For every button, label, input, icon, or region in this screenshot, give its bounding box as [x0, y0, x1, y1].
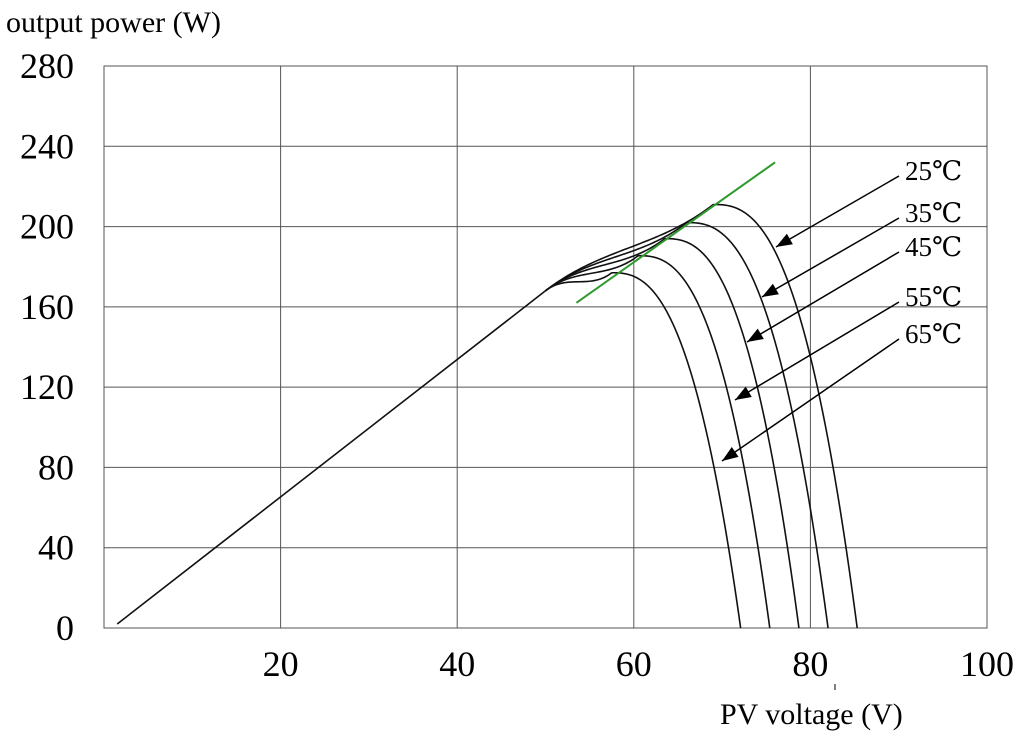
grid	[104, 66, 987, 628]
curve-label: 25℃	[905, 156, 962, 186]
x-tick-label: 80	[792, 644, 828, 684]
y-tick-label: 80	[38, 447, 74, 487]
y-axis-label: output power (W)	[6, 6, 221, 39]
power-curve	[545, 271, 742, 629]
curve-label-arrow	[734, 301, 900, 401]
curve-label: 45℃	[905, 232, 962, 262]
power-curves	[116, 203, 858, 629]
curve-label-arrow	[721, 338, 900, 462]
arrow-head	[776, 233, 793, 247]
curve-label-arrow	[746, 251, 900, 343]
x-tick-label: 100	[960, 644, 1014, 684]
power-curve	[545, 203, 858, 629]
curve-label: 65℃	[905, 319, 962, 349]
shared-linear-segment	[116, 290, 546, 625]
y-tick-labels: 0 40 80 120 160 200 240 280	[20, 46, 74, 648]
mpp-line-group	[575, 161, 776, 304]
x-tick-label: 40	[439, 644, 475, 684]
plot-frame	[103, 65, 988, 629]
y-tick-label: 240	[20, 126, 74, 166]
mpp-line	[575, 161, 776, 304]
y-tick-label: 200	[20, 207, 74, 247]
power-curve	[545, 221, 829, 629]
x-axis-label: PV voltage (V)	[720, 698, 903, 731]
y-tick-label: 40	[38, 528, 74, 568]
arrow-head	[747, 328, 764, 342]
arrow-head	[735, 386, 752, 400]
x-tick-labels: 20 40 60 80 100	[263, 644, 1014, 684]
curve-label-arrow	[761, 217, 900, 298]
power-curve	[545, 254, 771, 629]
curve-label-arrow	[775, 175, 900, 248]
curve-label: 35℃	[905, 198, 962, 228]
arrow-head	[762, 283, 779, 297]
curve-label: 55℃	[905, 282, 962, 312]
y-tick-label: 280	[20, 46, 74, 86]
y-tick-label: 0	[56, 608, 74, 648]
x-tick-label: 20	[263, 644, 299, 684]
curve-labels: 25℃ 35℃ 45℃ 55℃ 65℃	[721, 156, 962, 462]
x-tick-label: 60	[616, 644, 652, 684]
power-curve	[545, 237, 800, 629]
arrow-head	[722, 446, 739, 461]
y-tick-label: 120	[20, 367, 74, 407]
y-tick-label: 160	[20, 287, 74, 327]
